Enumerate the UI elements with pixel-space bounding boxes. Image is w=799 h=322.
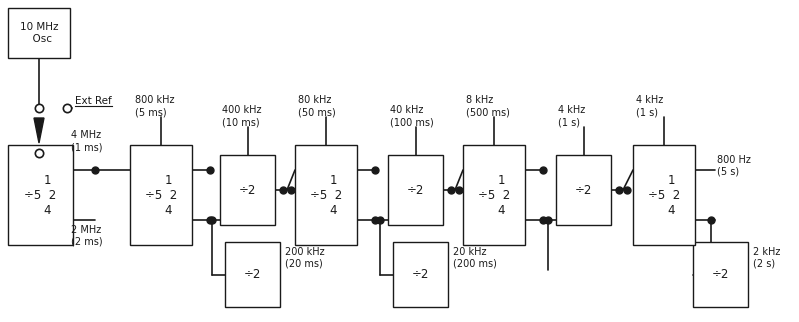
Text: 40 kHz
(100 ms): 40 kHz (100 ms) — [390, 105, 434, 127]
Text: ÷2: ÷2 — [574, 184, 592, 196]
Bar — [130, 145, 192, 245]
Text: 800 kHz
(5 ms): 800 kHz (5 ms) — [135, 95, 174, 117]
Text: 200 kHz
(20 ms): 200 kHz (20 ms) — [285, 247, 324, 269]
Text: 20 kHz
(200 ms): 20 kHz (200 ms) — [453, 247, 497, 269]
Bar — [556, 155, 611, 225]
Bar — [220, 155, 275, 225]
Bar — [693, 242, 748, 307]
Text: ÷2: ÷2 — [407, 184, 424, 196]
Text: Ext Ref: Ext Ref — [75, 96, 112, 106]
Text: 1
÷5  2
    4: 1 ÷5 2 4 — [648, 174, 680, 216]
Text: 800 Hz
(5 s): 800 Hz (5 s) — [717, 155, 751, 176]
Bar — [388, 155, 443, 225]
Bar — [225, 242, 280, 307]
Text: 80 kHz
(50 ms): 80 kHz (50 ms) — [298, 95, 336, 117]
Text: ÷2: ÷2 — [712, 268, 729, 281]
Text: 10 MHz
  Osc: 10 MHz Osc — [20, 22, 58, 44]
Text: 4 MHz
(1 ms): 4 MHz (1 ms) — [71, 130, 102, 152]
Text: 4 kHz
(1 s): 4 kHz (1 s) — [636, 95, 663, 117]
Text: 2 kHz
(2 s): 2 kHz (2 s) — [753, 247, 781, 269]
Text: ÷2: ÷2 — [244, 268, 261, 281]
Bar — [633, 145, 695, 245]
Bar — [463, 145, 525, 245]
Text: 1
÷5  2
    4: 1 ÷5 2 4 — [145, 174, 177, 216]
Text: 4 kHz
(1 s): 4 kHz (1 s) — [558, 105, 585, 127]
Text: ÷2: ÷2 — [239, 184, 256, 196]
Text: 1
÷5  2
    4: 1 ÷5 2 4 — [478, 174, 510, 216]
Text: 400 kHz
(10 ms): 400 kHz (10 ms) — [222, 105, 261, 127]
Text: 2 MHz
(2 ms): 2 MHz (2 ms) — [71, 225, 102, 247]
Bar — [8, 8, 70, 58]
Text: 8 kHz
(500 ms): 8 kHz (500 ms) — [466, 95, 510, 117]
Polygon shape — [34, 118, 44, 143]
Text: 1
÷5  2
    4: 1 ÷5 2 4 — [25, 174, 57, 216]
Bar — [393, 242, 448, 307]
Text: 1
÷5  2
    4: 1 ÷5 2 4 — [310, 174, 342, 216]
Text: ÷2: ÷2 — [411, 268, 429, 281]
Bar — [295, 145, 357, 245]
Bar — [8, 145, 73, 245]
